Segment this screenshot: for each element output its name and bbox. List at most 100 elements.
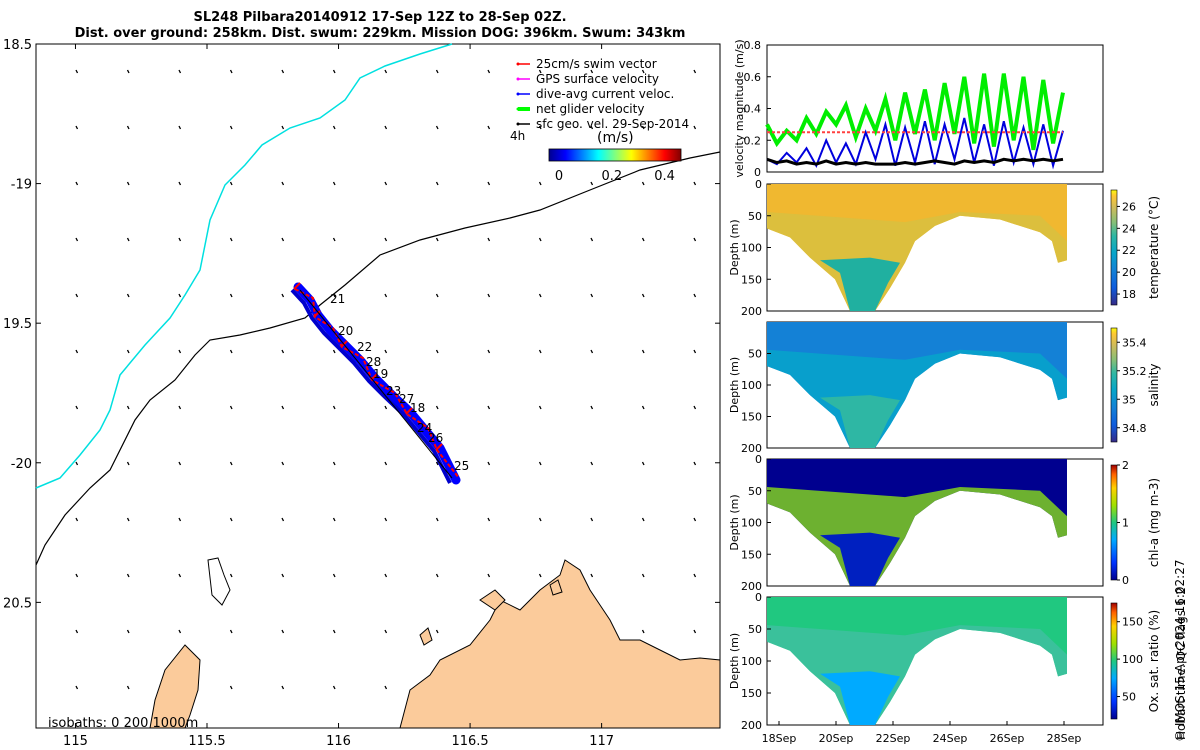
vector-arrow — [538, 69, 542, 74]
vector-arrow — [178, 125, 182, 130]
colorbar-tick-label: 0 — [555, 169, 563, 184]
vector-arrow — [332, 125, 336, 130]
section-field-deep — [820, 257, 900, 311]
vector-arrow — [229, 517, 233, 522]
vector-arrow — [229, 685, 233, 690]
section-field-deep — [820, 395, 900, 448]
vector-arrow — [435, 237, 439, 242]
section-field-deep — [820, 671, 900, 725]
deep-isobath — [35, 151, 721, 566]
vector-arrow — [332, 629, 336, 634]
velocity-ytick-label: 0.2 — [744, 134, 762, 147]
latitude-ticks: 18.5 -19 19.5 -20 20.5 — [3, 38, 720, 611]
legend-marker — [516, 77, 520, 81]
lat-tick-label: 18.5 — [3, 38, 32, 53]
section-colorbar — [1110, 602, 1118, 720]
lon-tick-label: 115 — [63, 734, 88, 749]
vector-arrow — [590, 69, 594, 74]
depth-axis-label: Depth (m) — [728, 633, 741, 689]
time-tick-label: 28Sep — [1047, 732, 1082, 745]
vector-arrow — [126, 69, 130, 74]
day-label: 26 — [428, 431, 443, 445]
vector-arrow — [641, 125, 645, 130]
vector-arrow — [75, 237, 79, 242]
legend-label: net glider velocity — [536, 102, 644, 116]
vector-arrow — [75, 349, 79, 354]
vector-arrow — [384, 181, 388, 186]
vector-arrow — [487, 69, 491, 74]
vector-arrow — [487, 125, 491, 130]
vector-arrow — [126, 573, 130, 578]
depth-tick-label: 150 — [741, 548, 762, 561]
vector-arrow — [384, 293, 388, 298]
section-panel: 0 50 100 150 200 Depth (m) 50 100 150 Ox. sat. ra… — [728, 591, 1161, 732]
vector-arrow — [178, 517, 182, 522]
vector-arrow — [75, 293, 79, 298]
colorbar-title: (m/s) — [597, 130, 634, 146]
vector-arrow — [229, 573, 233, 578]
colorbar-tick-label: 35.4 — [1122, 336, 1147, 349]
colorbar-tick-label: 20 — [1122, 266, 1136, 279]
depth-tick-label: 100 — [741, 379, 762, 392]
vector-arrow — [590, 573, 594, 578]
colorbar-tick-label: 22 — [1122, 244, 1136, 257]
section-field-band — [767, 211, 1067, 311]
vector-arrow — [538, 573, 542, 578]
vector-arrow — [178, 293, 182, 298]
colorbar-tick-label: 24 — [1122, 222, 1136, 235]
lon-tick-label: 116.5 — [451, 734, 488, 749]
colorbar-label: Ox. sat. ratio (%) — [1147, 610, 1161, 712]
vector-arrow — [435, 125, 439, 130]
vector-arrow — [332, 181, 336, 186]
section-field-deep — [820, 532, 900, 586]
vector-arrow — [693, 405, 697, 410]
vector-arrow — [641, 349, 645, 354]
vector-arrow — [641, 181, 645, 186]
time-tick-label: 18Sep — [762, 732, 797, 745]
vector-arrow — [538, 293, 542, 298]
vector-arrow — [229, 181, 233, 186]
vector-arrow — [75, 461, 79, 466]
vector-arrow — [590, 181, 594, 186]
vector-arrow — [693, 349, 697, 354]
vector-arrow — [126, 293, 130, 298]
swim-vector — [293, 282, 301, 290]
vector-arrow — [590, 461, 594, 466]
legend-label: dive-avg current veloc. — [536, 87, 674, 101]
vector-arrow — [281, 293, 285, 298]
vector-arrow — [75, 573, 79, 578]
velocity-ylabel: velocity magnitude (m/s) — [733, 39, 746, 177]
depth-tick-label: 0 — [755, 178, 762, 191]
vector-arrow — [693, 629, 697, 634]
vector-arrow — [641, 629, 645, 634]
vector-arrow — [487, 573, 491, 578]
vector-arrow — [332, 69, 336, 74]
vector-arrow — [126, 349, 130, 354]
swim-vector-track — [294, 288, 460, 479]
vector-arrow — [641, 517, 645, 522]
vector-arrow — [435, 293, 439, 298]
vector-arrow — [538, 461, 542, 466]
vector-arrow — [487, 237, 491, 242]
legend-label: GPS surface velocity — [536, 72, 659, 86]
vector-arrow — [178, 405, 182, 410]
day-label: 24 — [417, 421, 432, 435]
time-tick-label: 24Sep — [933, 732, 968, 745]
section-colorbar — [1110, 327, 1118, 443]
day-label: 25 — [454, 459, 469, 473]
vector-arrow — [435, 69, 439, 74]
colorbar-tick-label: 50 — [1122, 691, 1136, 704]
section-colorbar — [1110, 189, 1118, 306]
section-field-band — [767, 486, 1067, 586]
vector-arrow — [126, 237, 130, 242]
vector-arrow — [693, 461, 697, 466]
land-mass — [149, 557, 721, 729]
vector-arrow — [693, 125, 697, 130]
lat-tick-label: -20 — [11, 457, 32, 472]
lat-tick-label: 19.5 — [3, 317, 32, 332]
time-tick-label: 22Sep — [876, 732, 911, 745]
vector-arrow — [641, 69, 645, 74]
colorbar-tick-label: 34.8 — [1122, 422, 1147, 435]
depth-tick-label: 150 — [741, 411, 762, 424]
